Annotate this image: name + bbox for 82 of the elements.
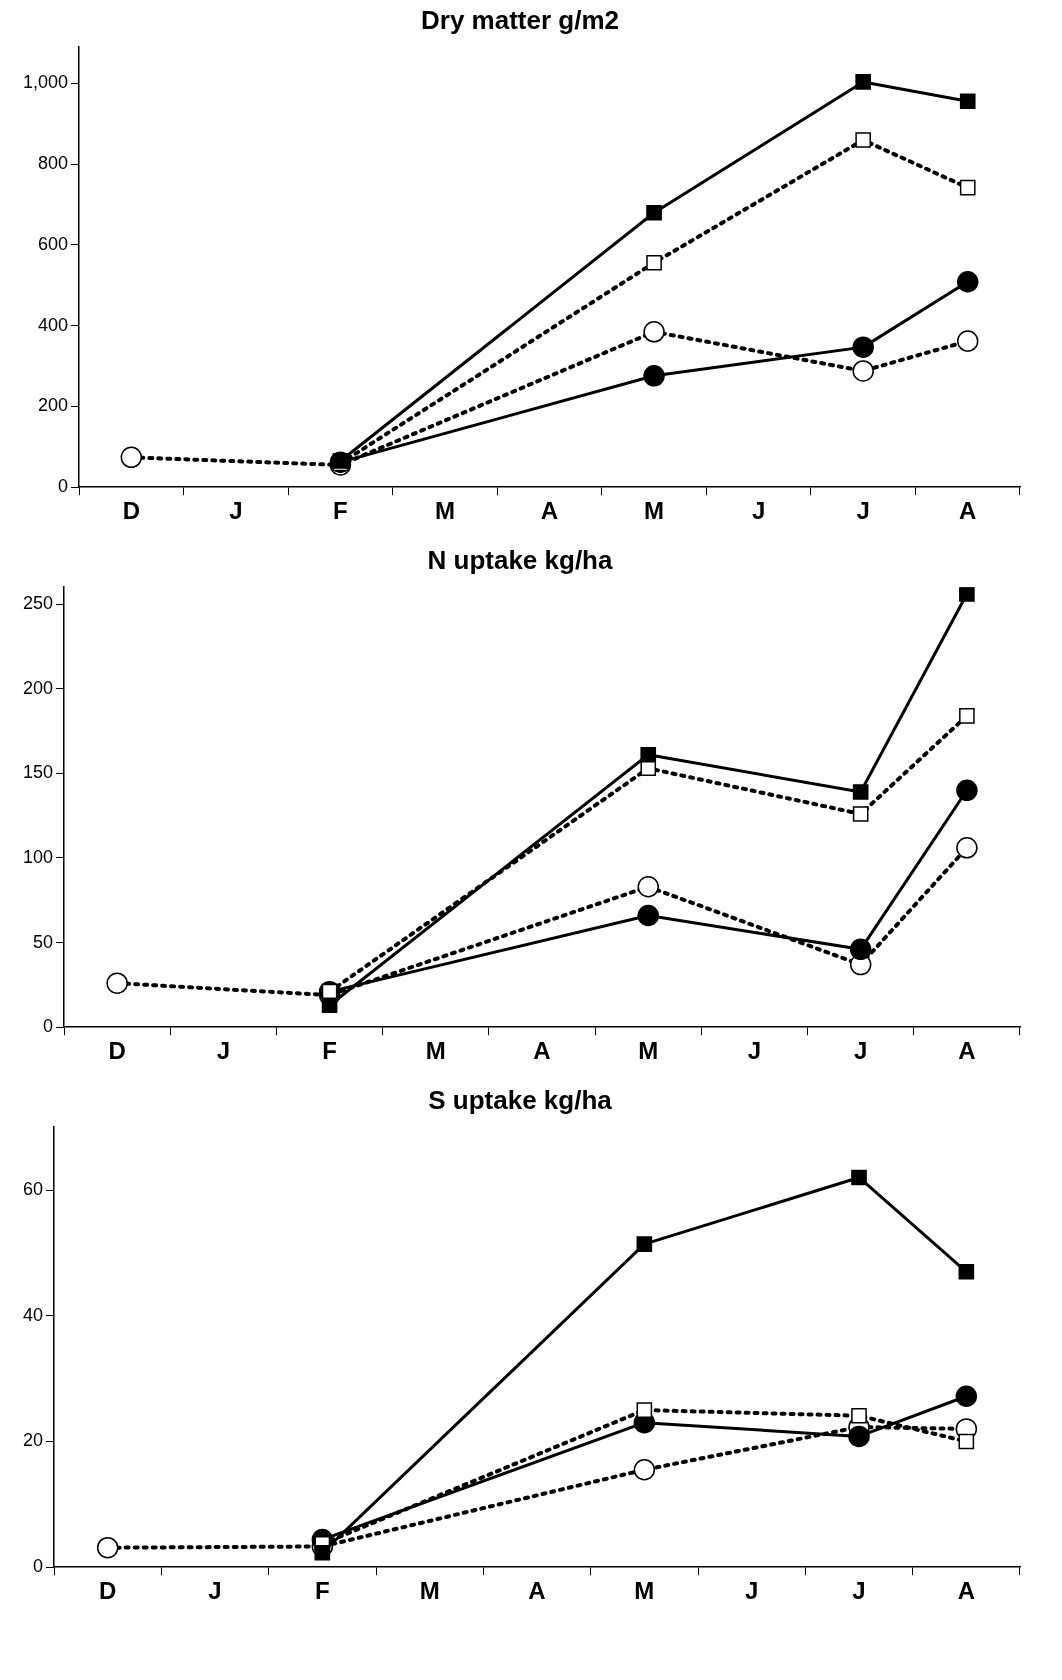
point <box>852 806 869 822</box>
x-tick-label: A <box>528 1577 546 1605</box>
y-tick-label: 50 <box>33 931 54 952</box>
point <box>956 270 979 293</box>
point <box>852 336 874 358</box>
x-tick-label: A <box>958 1037 976 1065</box>
point <box>955 1385 978 1407</box>
point <box>314 1544 331 1561</box>
y-tick-label: 800 <box>38 153 69 174</box>
point <box>848 1425 870 1448</box>
x-tick-label: A <box>959 497 977 525</box>
point <box>851 1407 867 1424</box>
point <box>636 1402 653 1418</box>
x-tick-label: J <box>208 1577 222 1605</box>
x-tick-label: F <box>333 497 348 525</box>
point <box>633 1459 656 1481</box>
y-tick-label: 0 <box>43 1016 54 1037</box>
point <box>958 1433 975 1450</box>
y-tick-label: 250 <box>22 593 54 614</box>
x-tick-label: J <box>216 1037 231 1065</box>
point <box>956 330 979 352</box>
x-tick-label: J <box>853 1037 868 1065</box>
x-tick-label: A <box>957 1577 976 1605</box>
y-tick-label: 200 <box>22 677 54 698</box>
x-tick-label: M <box>434 497 455 525</box>
y-tick-label: 1,000 <box>23 72 69 93</box>
y-tick-label: 60 <box>22 1179 44 1200</box>
chart-title: N uptake kg/ha <box>427 544 613 575</box>
x-tick-label: M <box>634 1577 655 1605</box>
point <box>637 904 659 927</box>
point <box>849 938 872 961</box>
point <box>637 875 659 898</box>
x-tick-label: J <box>744 1577 759 1605</box>
point <box>959 93 976 110</box>
x-tick-label: A <box>540 497 559 525</box>
x-tick-label: M <box>644 497 665 525</box>
point <box>120 446 143 469</box>
point <box>321 997 338 1014</box>
point <box>959 587 975 602</box>
point <box>643 365 665 387</box>
y-tick-label: 100 <box>22 846 54 867</box>
y-tick-label: 0 <box>58 476 69 497</box>
point <box>851 1169 867 1186</box>
x-tick-label: M <box>638 1037 659 1065</box>
chart-title: Dry matter g/m2 <box>421 4 619 35</box>
x-tick-label: F <box>315 1577 330 1605</box>
point <box>855 74 871 90</box>
point <box>855 132 871 148</box>
y-tick-label: 40 <box>22 1304 44 1325</box>
point <box>636 1236 653 1252</box>
point <box>959 179 976 196</box>
point <box>646 254 662 271</box>
point <box>106 972 128 994</box>
point <box>956 779 978 802</box>
x-tick-label: D <box>108 1037 126 1065</box>
point <box>958 1263 975 1280</box>
x-tick-label: J <box>852 1577 866 1605</box>
x-tick-label: D <box>122 497 140 525</box>
y-tick-label: 0 <box>33 1556 44 1577</box>
x-tick-label: J <box>751 497 766 525</box>
x-tick-label: F <box>322 1037 337 1065</box>
y-tick-label: 400 <box>38 314 69 335</box>
point <box>956 837 978 859</box>
x-tick-label: J <box>747 1037 762 1065</box>
y-tick-label: 20 <box>22 1430 44 1451</box>
x-tick-label: A <box>533 1037 551 1065</box>
y-tick-label: 150 <box>22 762 54 783</box>
point <box>852 784 869 800</box>
point <box>640 746 657 763</box>
point <box>643 321 665 343</box>
point <box>852 360 874 382</box>
x-tick-label: M <box>419 1577 440 1605</box>
x-tick-label: J <box>229 497 243 525</box>
point <box>959 707 975 724</box>
y-tick-label: 200 <box>38 395 69 416</box>
y-tick-label: 600 <box>38 233 69 254</box>
x-tick-label: M <box>425 1037 446 1065</box>
point <box>646 204 662 221</box>
point <box>96 1536 119 1559</box>
x-tick-label: J <box>856 497 870 525</box>
chart-title: S uptake kg/ha <box>428 1084 613 1115</box>
x-tick-label: D <box>99 1577 117 1605</box>
